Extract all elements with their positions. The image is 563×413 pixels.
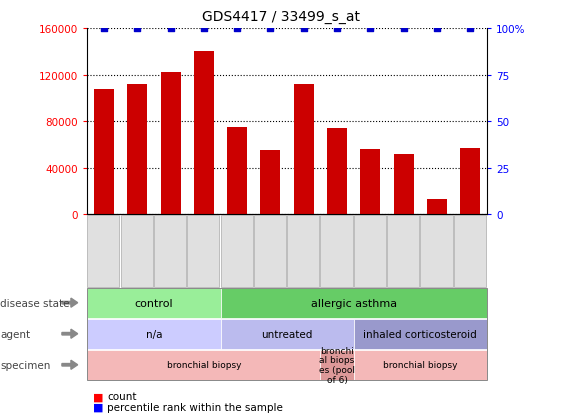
Point	[133, 26, 142, 32]
Point	[333, 26, 342, 32]
Text: percentile rank within the sample: percentile rank within the sample	[107, 402, 283, 412]
Point	[199, 26, 208, 32]
Point	[399, 26, 408, 32]
Text: control: control	[135, 298, 173, 308]
Bar	[360, 150, 381, 215]
Point	[466, 26, 475, 32]
Bar	[461, 149, 480, 215]
Point	[233, 26, 242, 32]
Point	[366, 26, 375, 32]
Bar	[294, 85, 314, 215]
Bar	[194, 52, 214, 215]
Point	[432, 26, 441, 32]
Bar	[427, 199, 447, 215]
Bar	[261, 151, 280, 215]
Text: bronchial biopsy: bronchial biopsy	[383, 361, 458, 369]
Point	[266, 26, 275, 32]
Bar	[127, 85, 148, 215]
Point	[300, 26, 309, 32]
Text: allergic asthma: allergic asthma	[311, 298, 397, 308]
Bar	[394, 154, 414, 215]
Text: count: count	[107, 392, 136, 401]
Text: ■: ■	[93, 392, 104, 401]
Text: agent: agent	[0, 329, 30, 339]
Point	[100, 26, 109, 32]
Text: n/a: n/a	[146, 329, 162, 339]
Point	[166, 26, 175, 32]
Bar	[94, 89, 114, 215]
Text: GDS4417 / 33499_s_at: GDS4417 / 33499_s_at	[203, 10, 360, 24]
Bar	[227, 128, 247, 215]
Bar	[160, 73, 181, 215]
Text: bronchi
al biops
es (pool
of 6): bronchi al biops es (pool of 6)	[319, 346, 355, 384]
Text: specimen: specimen	[0, 360, 50, 370]
Text: disease state: disease state	[0, 298, 69, 308]
Text: untreated: untreated	[261, 329, 313, 339]
Text: bronchial biopsy: bronchial biopsy	[167, 361, 241, 369]
Text: inhaled corticosteroid: inhaled corticosteroid	[364, 329, 477, 339]
Text: ■: ■	[93, 402, 104, 412]
Bar	[327, 129, 347, 215]
